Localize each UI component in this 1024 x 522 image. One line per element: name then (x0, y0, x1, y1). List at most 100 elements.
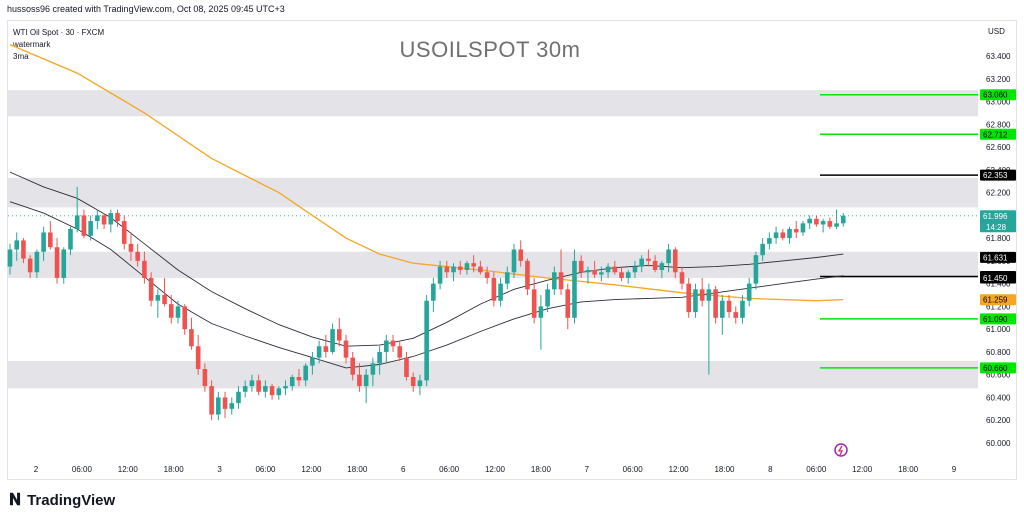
candle[interactable] (81, 209, 87, 239)
candle[interactable] (323, 334, 329, 358)
candle[interactable] (128, 232, 134, 261)
candle[interactable] (390, 334, 396, 352)
candle[interactable] (531, 277, 537, 324)
candle[interactable] (793, 221, 799, 239)
candle[interactable] (780, 229, 786, 241)
candle[interactable] (820, 218, 826, 233)
candle[interactable] (424, 295, 429, 387)
candle[interactable] (88, 215, 93, 241)
candle[interactable] (296, 369, 302, 387)
candle[interactable] (760, 238, 765, 261)
candle[interactable] (451, 263, 456, 282)
candle[interactable] (397, 340, 403, 362)
candle[interactable] (639, 255, 644, 273)
candle[interactable] (699, 277, 705, 307)
candle[interactable] (410, 372, 416, 392)
candle[interactable] (256, 374, 261, 396)
candle[interactable] (202, 363, 208, 392)
price-label[interactable]: 61.996 14:28 (980, 210, 1016, 233)
candle[interactable] (195, 334, 201, 375)
legend-indicator[interactable]: 3ma (13, 52, 29, 61)
candle[interactable] (336, 317, 342, 347)
candle[interactable] (384, 334, 389, 364)
candle[interactable] (222, 391, 228, 418)
candle[interactable] (625, 269, 631, 284)
candle[interactable] (498, 277, 503, 307)
candle[interactable] (155, 289, 161, 318)
candle[interactable] (350, 351, 356, 381)
candle[interactable] (578, 255, 584, 278)
candle[interactable] (787, 226, 792, 244)
candle[interactable] (27, 255, 33, 278)
candle[interactable] (168, 295, 174, 324)
candle[interactable] (95, 209, 100, 230)
candle[interactable] (121, 215, 127, 250)
legend-watermark[interactable]: watermark (13, 40, 51, 49)
candle[interactable] (713, 285, 718, 324)
candle[interactable] (720, 295, 725, 335)
price-label[interactable]: 62.353 (980, 169, 1016, 181)
candle[interactable] (753, 251, 759, 290)
candle[interactable] (572, 249, 577, 324)
candle[interactable] (632, 260, 638, 278)
candle[interactable] (189, 317, 194, 350)
candle[interactable] (686, 277, 692, 318)
candle[interactable] (840, 213, 846, 227)
candle[interactable] (431, 277, 436, 313)
candle[interactable] (679, 266, 685, 290)
candle[interactable] (404, 351, 409, 381)
price-label[interactable]: 61.631 (980, 251, 1016, 263)
candle[interactable] (585, 266, 591, 284)
candle[interactable] (229, 397, 235, 415)
candle[interactable] (525, 258, 530, 296)
candle[interactable] (484, 266, 490, 284)
candle[interactable] (101, 213, 107, 230)
candle[interactable] (807, 215, 812, 230)
candle[interactable] (666, 243, 671, 273)
candle[interactable] (182, 304, 188, 335)
candle[interactable] (733, 306, 739, 324)
candle[interactable] (74, 186, 80, 233)
candle[interactable] (659, 260, 665, 278)
candle[interactable] (834, 209, 839, 230)
candle[interactable] (357, 363, 362, 392)
candle[interactable] (377, 346, 382, 375)
candle[interactable] (7, 243, 13, 275)
candle[interactable] (236, 386, 241, 409)
candle[interactable] (457, 260, 463, 275)
candle[interactable] (605, 263, 611, 278)
candle[interactable] (289, 374, 295, 391)
candle[interactable] (767, 232, 772, 250)
candle[interactable] (740, 295, 745, 324)
moving-average-upper[interactable] (9, 171, 844, 347)
legend-symbol[interactable]: WTI Oil Spot · 30 · FXCM (13, 28, 105, 37)
candle[interactable] (249, 374, 255, 392)
candle[interactable] (370, 357, 376, 387)
candle[interactable] (437, 260, 443, 290)
candle[interactable] (48, 221, 53, 250)
candle[interactable] (54, 238, 60, 284)
candle[interactable] (108, 209, 114, 233)
candle[interactable] (330, 323, 335, 355)
candle[interactable] (162, 277, 167, 307)
candle[interactable] (612, 260, 618, 275)
candle[interactable] (592, 260, 597, 278)
candle[interactable] (444, 260, 450, 278)
price-label[interactable]: 61.090 (980, 313, 1016, 325)
candle[interactable] (800, 221, 806, 236)
candle[interactable] (41, 226, 46, 261)
brand[interactable]: 𝐍 TradingView (9, 490, 115, 510)
price-label[interactable]: 61.450 (980, 272, 1016, 284)
candle[interactable] (209, 380, 214, 421)
candle[interactable] (343, 334, 349, 364)
candle[interactable] (471, 255, 476, 273)
candle[interactable] (303, 363, 308, 387)
replay-icon[interactable] (834, 443, 848, 457)
currency-label[interactable]: USD (988, 27, 1005, 36)
candle[interactable] (21, 238, 26, 264)
candle[interactable] (269, 383, 275, 400)
candle[interactable] (619, 266, 624, 282)
candle[interactable] (242, 380, 248, 398)
candle[interactable] (511, 243, 517, 278)
